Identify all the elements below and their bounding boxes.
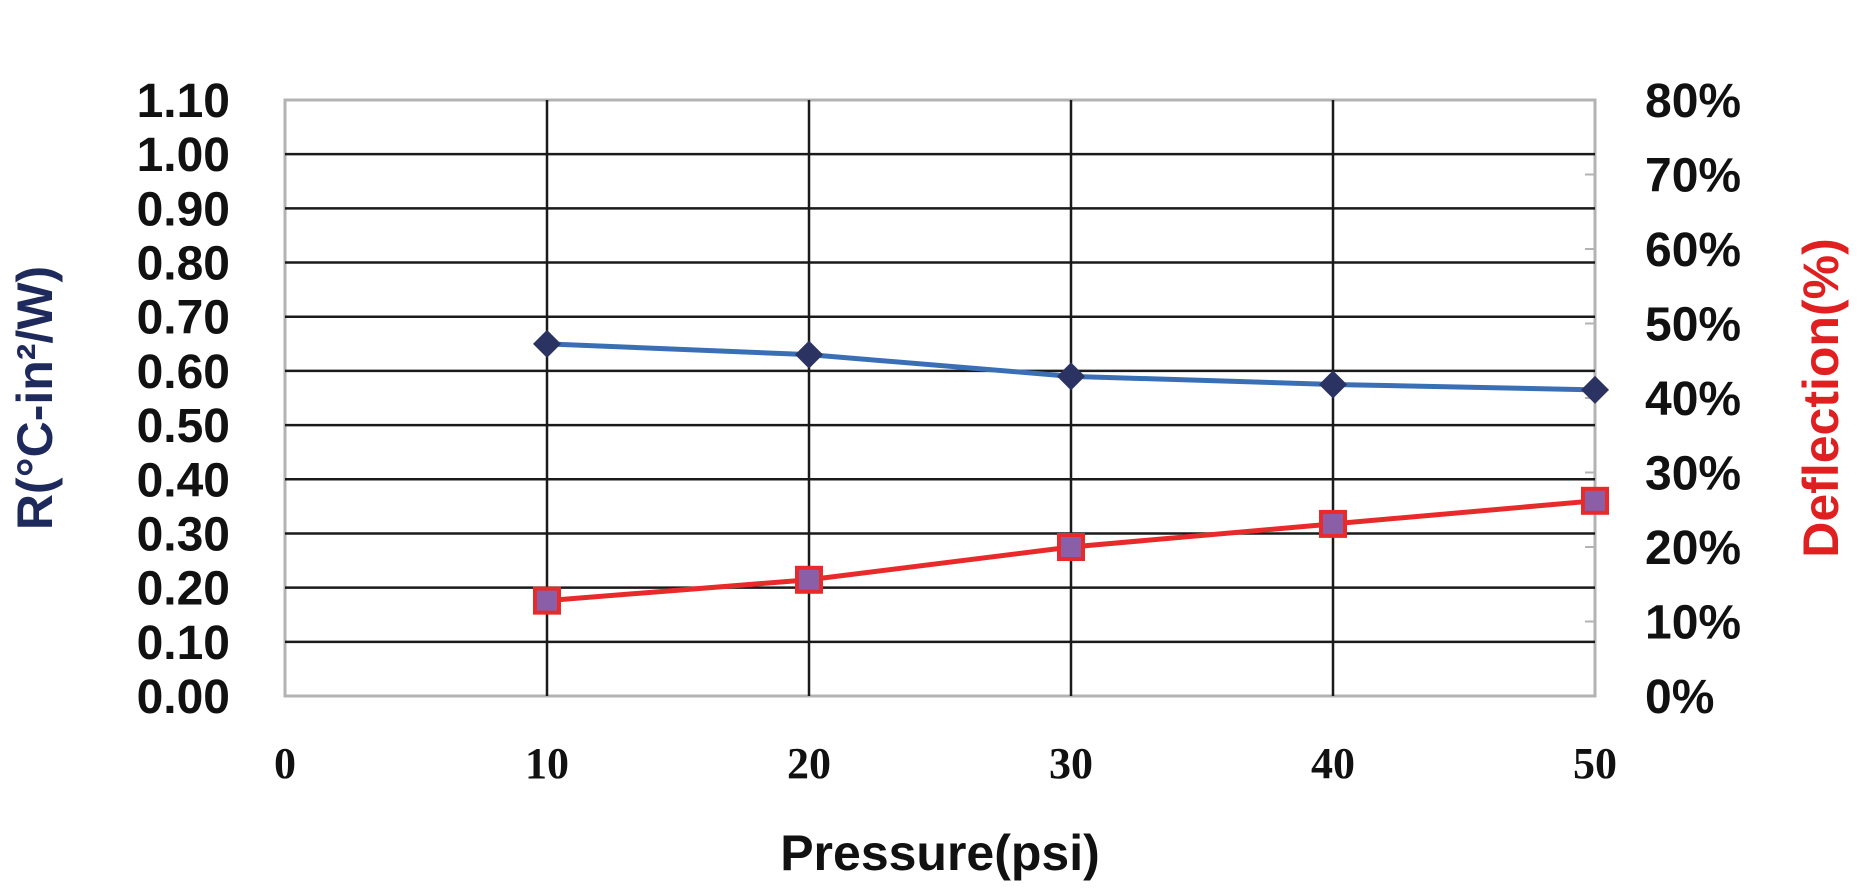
right-tick-label: 60%	[1645, 224, 1741, 277]
right-axis-ticks: 0% 10% 20% 30% 40% 50% 60% 70% 80%	[1585, 75, 1741, 724]
left-tick-label: 0.30	[137, 508, 230, 561]
left-tick-label: 0.90	[137, 183, 230, 236]
right-tick-label: 70%	[1645, 150, 1741, 203]
series-1-diamond-marker	[1581, 375, 1609, 404]
series-layer	[533, 329, 1609, 615]
series-1-diamond-marker	[1319, 370, 1347, 399]
x-tick-label: 40	[1311, 739, 1355, 788]
right-tick-label: 0%	[1645, 671, 1714, 724]
left-tick-label: 0.20	[137, 563, 230, 616]
left-tick-label: 1.10	[137, 75, 230, 128]
right-tick-label: 40%	[1645, 373, 1741, 426]
right-tick-label: 80%	[1645, 75, 1741, 128]
left-tick-label: 0.60	[137, 346, 230, 399]
left-tick-label: 0.50	[137, 400, 230, 453]
x-tick-label: 0	[274, 739, 296, 788]
x-tick-label: 50	[1573, 739, 1617, 788]
right-axis-title: Deflection(%)	[1793, 238, 1849, 557]
series-2-square-marker	[795, 565, 823, 594]
series-2-square-marker	[533, 586, 561, 615]
series-1-diamond-marker	[1057, 362, 1085, 391]
right-tick-label: 10%	[1645, 597, 1741, 650]
series-1-diamond-marker	[795, 340, 823, 369]
x-tick-label: 20	[787, 739, 831, 788]
left-tick-label: 0.10	[137, 617, 230, 670]
series-2-square-marker	[1057, 533, 1085, 561]
right-tick-label: 30%	[1645, 448, 1741, 501]
left-tick-label: 1.00	[137, 129, 230, 182]
right-tick-label: 20%	[1645, 522, 1741, 575]
left-tick-label: 0.80	[137, 238, 230, 291]
x-axis-ticks: 0 10 20 30 40 50	[274, 739, 1617, 788]
right-tick-label: 50%	[1645, 299, 1741, 352]
series-2-square-marker	[1319, 509, 1347, 538]
left-tick-label: 0.40	[137, 454, 230, 507]
series-1-diamond-marker	[533, 329, 561, 358]
left-axis-ticks: 0.000.100.200.300.400.500.600.700.800.90…	[137, 75, 230, 724]
x-tick-label: 10	[525, 739, 569, 788]
x-axis-title: Pressure(psi)	[780, 825, 1100, 881]
left-tick-label: 0.00	[137, 671, 230, 724]
plot-area	[283, 98, 1597, 698]
series-2-square-marker	[1581, 486, 1609, 515]
left-tick-label: 0.70	[137, 292, 230, 345]
left-axis-title: R(°C-in²/W)	[7, 266, 63, 530]
x-tick-label: 30	[1049, 739, 1093, 788]
